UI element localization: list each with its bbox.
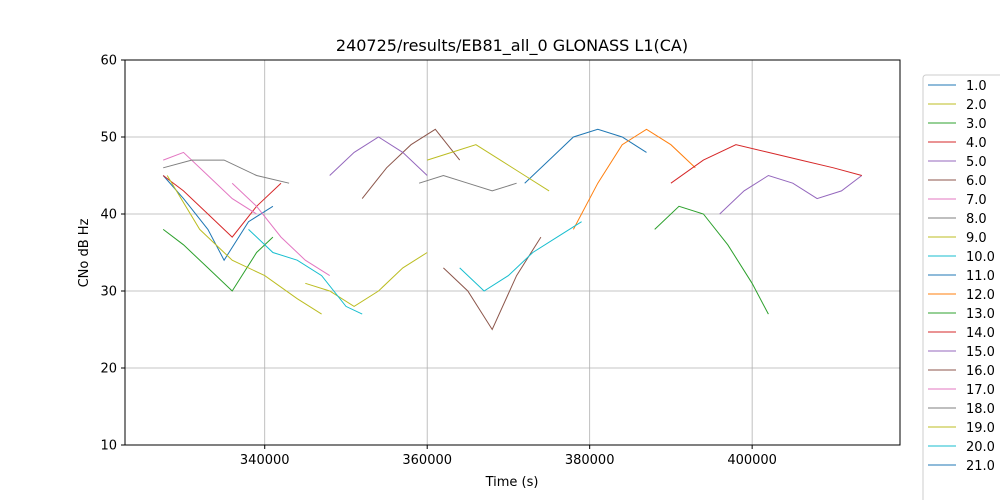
- series-line-3.0: [162, 229, 274, 292]
- y-tick-label: 50: [100, 131, 117, 146]
- series-line-5.0: [719, 174, 863, 215]
- legend-label: 17.0: [966, 383, 995, 398]
- series-line-10.0: [248, 229, 363, 315]
- x-tick-label: 380000: [565, 453, 615, 468]
- legend-label: 9.0: [966, 231, 987, 246]
- series-line-19.0: [427, 144, 550, 192]
- legend-label: 19.0: [966, 421, 995, 436]
- series-line-7.0: [163, 151, 257, 215]
- series-line-11.0: [524, 128, 647, 184]
- series-line-20.0: [459, 221, 582, 292]
- legend: 1.0 2.0 3.0 4.0 5.0 6.0 7.0 8.0 9.0 10.0 11.0 12.0 1…: [922, 74, 1000, 500]
- series-line-16.0: [443, 236, 542, 331]
- series-line-12.0: [572, 128, 696, 230]
- ticks: 340000 360000 380000 400000 10 20 30 40 50 60: [100, 54, 777, 469]
- legend-label: 8.0: [966, 212, 987, 227]
- legend-label: 2.0: [966, 98, 987, 113]
- legend-label: 20.0: [966, 440, 995, 455]
- series-line-18.0: [418, 174, 517, 192]
- x-axis-label: Time (s): [485, 475, 539, 490]
- legend-box: [922, 74, 1000, 500]
- legend-label: 16.0: [966, 364, 995, 379]
- chart-title: 240725/results/EB81_all_0 GLONASS L1(CA): [336, 36, 688, 56]
- legend-label: 1.0: [966, 79, 987, 94]
- plot-frame: [124, 59, 901, 446]
- y-tick-label: 10: [100, 439, 117, 454]
- y-tick-label: 40: [100, 208, 117, 223]
- series-line-17.0: [231, 182, 330, 277]
- y-tick-label: 20: [100, 362, 117, 377]
- legend-label: 11.0: [966, 269, 995, 284]
- series-line-2.0: [305, 252, 428, 307]
- series-line-4.0: [162, 175, 282, 238]
- legend-label: 10.0: [966, 250, 995, 265]
- x-tick-label: 360000: [402, 453, 452, 468]
- legend-label: 6.0: [966, 174, 987, 189]
- legend-label: 7.0: [966, 193, 987, 208]
- legend-label: 3.0: [966, 117, 987, 132]
- legend-label: 15.0: [966, 345, 995, 360]
- series-group: [162, 128, 863, 331]
- legend-label: 5.0: [966, 155, 987, 170]
- series-line-13.0: [654, 205, 769, 315]
- legend-label: 13.0: [966, 307, 995, 322]
- series-line-15.0: [329, 136, 428, 176]
- series-line-8.0: [163, 159, 290, 184]
- legend-label: 12.0: [966, 288, 995, 303]
- series-line-14.0: [670, 144, 862, 184]
- x-tick-label: 340000: [240, 453, 290, 468]
- y-tick-label: 30: [100, 285, 117, 300]
- y-axis-label: CNo dB Hz: [77, 218, 92, 287]
- x-tick-label: 400000: [727, 453, 777, 468]
- series-line-9.0: [166, 175, 322, 315]
- legend-label: 18.0: [966, 402, 995, 417]
- y-tick-label: 60: [100, 54, 117, 69]
- legend-label: 4.0: [966, 136, 987, 151]
- legend-label: 14.0: [966, 326, 995, 341]
- legend-label: 21.0: [966, 459, 995, 474]
- series-line-6.0: [361, 128, 461, 199]
